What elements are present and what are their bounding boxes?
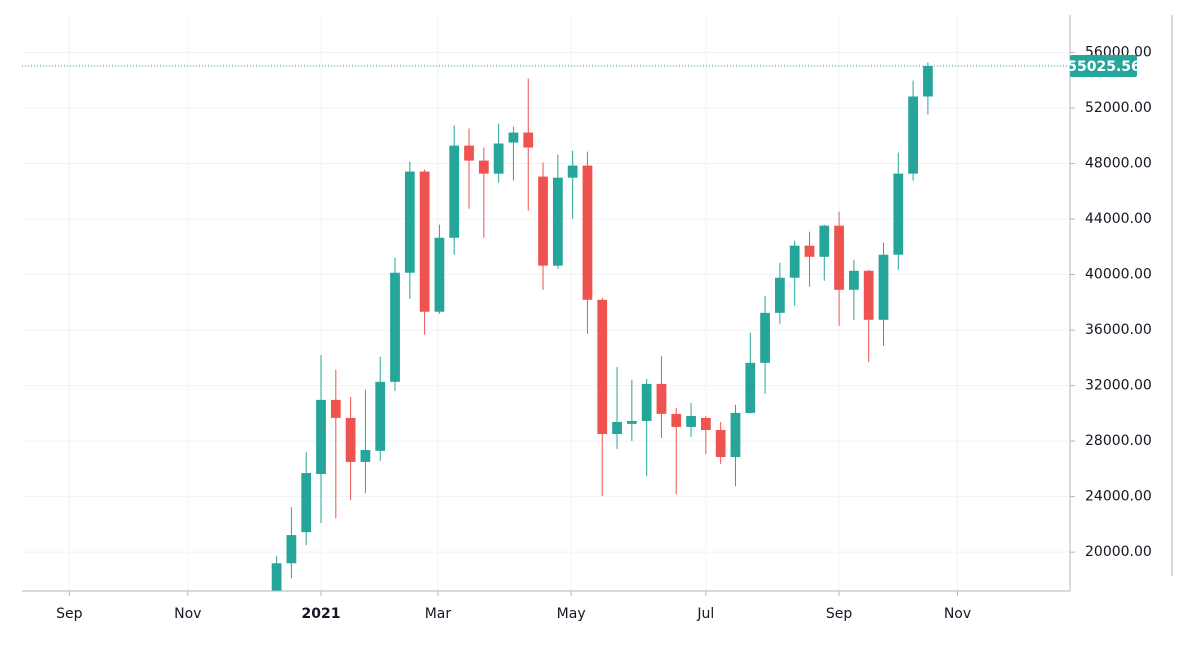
last-price-box (1070, 54, 1137, 77)
candle-body (700, 417, 711, 430)
candle-body (449, 145, 460, 238)
candle-body (656, 383, 667, 414)
candle-body (390, 272, 400, 382)
candle-body (745, 362, 756, 413)
y-tick-label: 36000.00 (1085, 322, 1152, 338)
candle-body (316, 399, 326, 474)
y-tick-label: 48000.00 (1085, 156, 1152, 172)
candle-body (641, 383, 652, 421)
y-tick-label: 40000.00 (1085, 267, 1152, 283)
x-tick-label: 2021 (302, 606, 341, 622)
candle-body (582, 165, 593, 300)
candle-body (360, 449, 371, 462)
candle-body (567, 165, 578, 178)
y-tick-label: 32000.00 (1085, 378, 1152, 394)
candle-body (849, 270, 859, 290)
x-tick-label: Sep (826, 606, 853, 622)
candle-body (789, 245, 800, 278)
candle-body (597, 299, 608, 435)
candle-body (375, 381, 386, 451)
candle-body (878, 254, 889, 320)
candle-body (508, 132, 519, 143)
y-tick-label: 28000.00 (1085, 433, 1152, 449)
candle-body (493, 143, 504, 174)
y-tick-label: 20000.00 (1085, 544, 1152, 560)
candle-body (523, 132, 534, 148)
candle-body (552, 177, 563, 266)
x-tick-label: Sep (56, 606, 83, 622)
last-price-label: 55025.56 (1067, 59, 1141, 75)
candle-body (538, 176, 548, 266)
candle-body (419, 171, 430, 312)
y-tick-label: 52000.00 (1085, 100, 1152, 116)
candle-body (330, 399, 341, 418)
y-tick-label: 44000.00 (1085, 211, 1152, 227)
candle-body (671, 413, 682, 427)
candle-body (286, 535, 297, 564)
x-tick-label: Nov (944, 606, 971, 622)
x-tick-label: Jul (696, 606, 714, 622)
candle-body (760, 312, 770, 363)
candle-body (730, 412, 741, 458)
candle-body (464, 145, 474, 161)
candle-body (404, 171, 415, 273)
candles (271, 62, 933, 591)
y-tick-label: 24000.00 (1085, 489, 1152, 505)
candle-body (478, 160, 489, 174)
candle-body (301, 473, 312, 533)
x-tick-label: May (557, 606, 586, 622)
candle-body (612, 421, 622, 435)
candle-body (863, 270, 874, 320)
candle-body (774, 277, 785, 313)
candle-body (345, 417, 356, 462)
candle-body (834, 225, 844, 290)
candle-body (271, 563, 282, 591)
candle-body (715, 429, 726, 458)
candle-body (908, 96, 918, 174)
candle-body (686, 415, 696, 427)
candle-body (434, 237, 445, 312)
candle-body (893, 173, 904, 255)
x-tick-label: Nov (174, 606, 201, 622)
x-tick-label: Mar (425, 606, 452, 622)
candle-body (804, 245, 815, 257)
candle-body (626, 420, 637, 424)
axes: 20000.00 24000.00 28000.00 32000.00 36000.00… (22, 15, 1173, 622)
candle-body (819, 225, 830, 257)
candle-body (923, 65, 933, 97)
